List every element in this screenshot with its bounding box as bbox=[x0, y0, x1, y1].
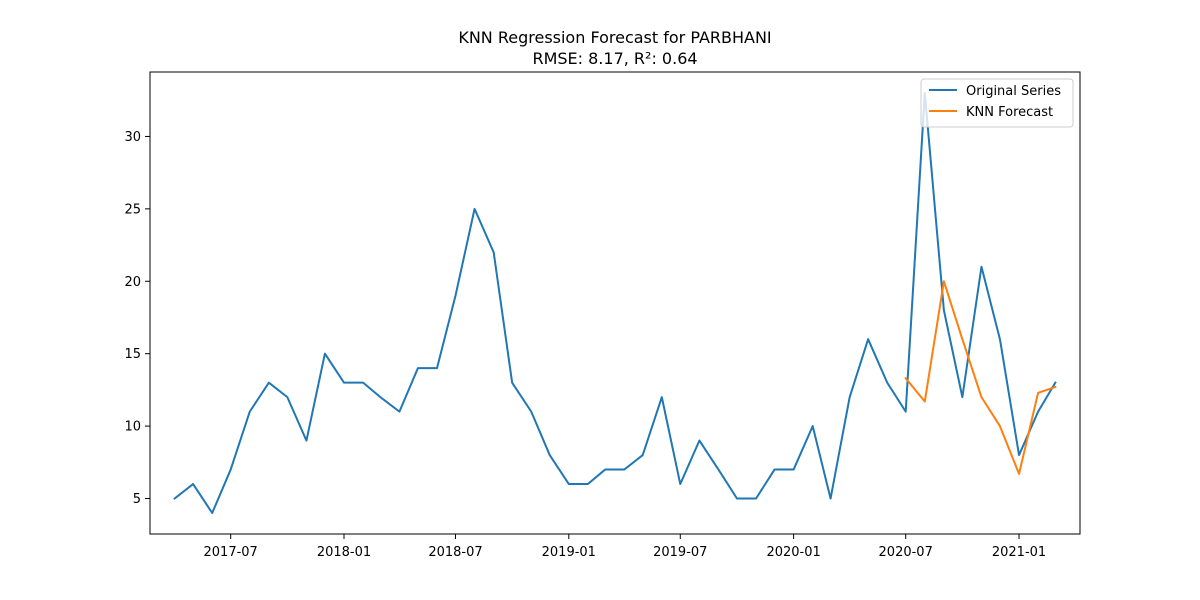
legend-label-knn: KNN Forecast bbox=[966, 105, 1053, 120]
series-layer bbox=[173, 92, 1057, 514]
y-tick-label: 30 bbox=[124, 130, 141, 145]
x-tick-label: 2019-01 bbox=[542, 545, 596, 560]
knn-forecast-line bbox=[904, 280, 1057, 475]
y-tick-label: 5 bbox=[133, 492, 141, 507]
x-tick-label: 2021-01 bbox=[992, 545, 1046, 560]
legend-label-original: Original Series bbox=[966, 84, 1061, 99]
chart-subtitle: RMSE: 8.17, R²: 0.64 bbox=[532, 49, 697, 68]
x-tick-label: 2018-07 bbox=[428, 545, 482, 560]
x-tick-label: 2017-07 bbox=[204, 545, 258, 560]
axis-layer: 2017-07 2018-01 2018-07 2019-01 2019-07 2020-… bbox=[124, 130, 1046, 560]
x-tick-label: 2019-07 bbox=[653, 545, 707, 560]
legend: Original Series KNN Forecast bbox=[920, 78, 1074, 128]
y-tick-label: 10 bbox=[124, 420, 141, 435]
legend-box bbox=[920, 78, 1074, 128]
x-tick-label: 2020-01 bbox=[766, 545, 820, 560]
y-tick-label: 20 bbox=[124, 275, 141, 290]
plot-frame bbox=[149, 71, 1081, 535]
x-tick-label: 2020-07 bbox=[879, 545, 933, 560]
chart-title: KNN Regression Forecast for PARBHANI bbox=[458, 28, 771, 47]
x-tick-label: 2018-01 bbox=[317, 545, 371, 560]
y-tick-label: 25 bbox=[124, 202, 141, 217]
original-series-line bbox=[173, 92, 1057, 514]
y-tick-label: 15 bbox=[124, 347, 141, 362]
